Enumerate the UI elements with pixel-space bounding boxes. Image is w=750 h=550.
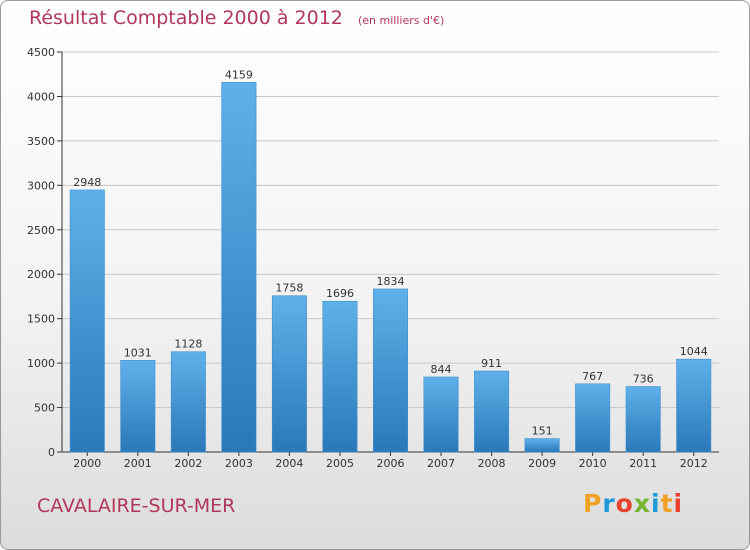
bar-2010 <box>575 383 611 453</box>
y-tick-label: 4000 <box>27 90 55 103</box>
bar-2005 <box>322 300 358 453</box>
data-label: 2948 <box>73 176 101 189</box>
logo-letter: i <box>673 489 684 518</box>
bar-chart: 0 500 1000 1500 2000 2500 3000 3500 4000 4500 2948… <box>27 46 719 470</box>
bar-2011 <box>625 386 661 453</box>
y-tick-label: 3500 <box>27 135 55 148</box>
chart-unit-note: (en milliers d'€) <box>357 14 445 27</box>
bar-2008 <box>474 370 510 453</box>
logo-letter: o <box>615 489 634 518</box>
bar-2003 <box>221 82 257 453</box>
logo-letter: x <box>633 489 651 518</box>
x-tick-label: 2007 <box>427 457 455 470</box>
bar-2009 <box>524 438 560 453</box>
x-tick-label: 2003 <box>225 457 253 470</box>
logo-letter: r <box>602 489 616 518</box>
x-tick-label: 2012 <box>680 457 708 470</box>
y-tick-label: 4500 <box>27 46 55 59</box>
x-tick-label: 2010 <box>579 457 607 470</box>
y-tick-label: 1500 <box>27 313 55 326</box>
x-tick-label: 2011 <box>629 457 657 470</box>
y-tick-label: 3000 <box>27 179 55 192</box>
x-tick-label: 2004 <box>275 457 303 470</box>
x-tick-label: 2006 <box>377 457 405 470</box>
chart-title: Résultat Comptable 2000 à 2012 (en milli… <box>29 7 444 29</box>
logo-letter: P <box>583 489 603 518</box>
bar-2004 <box>271 295 307 453</box>
data-label: 736 <box>633 373 654 386</box>
bar-2001 <box>120 360 156 453</box>
x-tick-label: 2008 <box>478 457 506 470</box>
x-tick-label: 2009 <box>528 457 556 470</box>
data-label: 1834 <box>377 275 405 288</box>
proxiti-logo: Proxiti <box>583 489 683 518</box>
data-label: 1696 <box>326 287 354 300</box>
bar-2002 <box>170 351 206 453</box>
x-tick-label: 2005 <box>326 457 354 470</box>
y-tick-label: 2000 <box>27 268 55 281</box>
bar-2006 <box>373 288 408 453</box>
y-tick-label: 2500 <box>27 224 55 237</box>
data-label: 844 <box>431 363 452 376</box>
x-tick-label: 2000 <box>73 457 101 470</box>
data-label: 1758 <box>275 282 303 295</box>
data-label: 1031 <box>124 346 152 359</box>
bar-2007 <box>423 376 459 453</box>
data-label: 151 <box>532 425 553 438</box>
data-label: 1044 <box>680 345 708 358</box>
data-label: 1128 <box>174 338 202 351</box>
data-label: 767 <box>582 370 603 383</box>
data-label: 4159 <box>225 68 253 81</box>
y-tick-label: 1000 <box>27 357 55 370</box>
bar-2000 <box>69 189 105 453</box>
x-tick-label: 2002 <box>174 457 202 470</box>
labels: 0 500 1000 1500 2000 2500 3000 3500 4000 4500 2948… <box>27 46 708 470</box>
data-label: 911 <box>481 357 502 370</box>
bars <box>69 82 712 453</box>
logo-letter: i <box>651 489 661 518</box>
chart-title-main: Résultat Comptable 2000 à 2012 <box>29 7 343 29</box>
logo-letter: t <box>660 489 674 518</box>
bar-2012 <box>676 358 712 453</box>
x-tick-label: 2001 <box>124 457 152 470</box>
town-name: CAVALAIRE-SUR-MER <box>37 495 236 517</box>
y-tick-label: 500 <box>34 402 55 415</box>
y-tick-label: 0 <box>48 446 55 459</box>
